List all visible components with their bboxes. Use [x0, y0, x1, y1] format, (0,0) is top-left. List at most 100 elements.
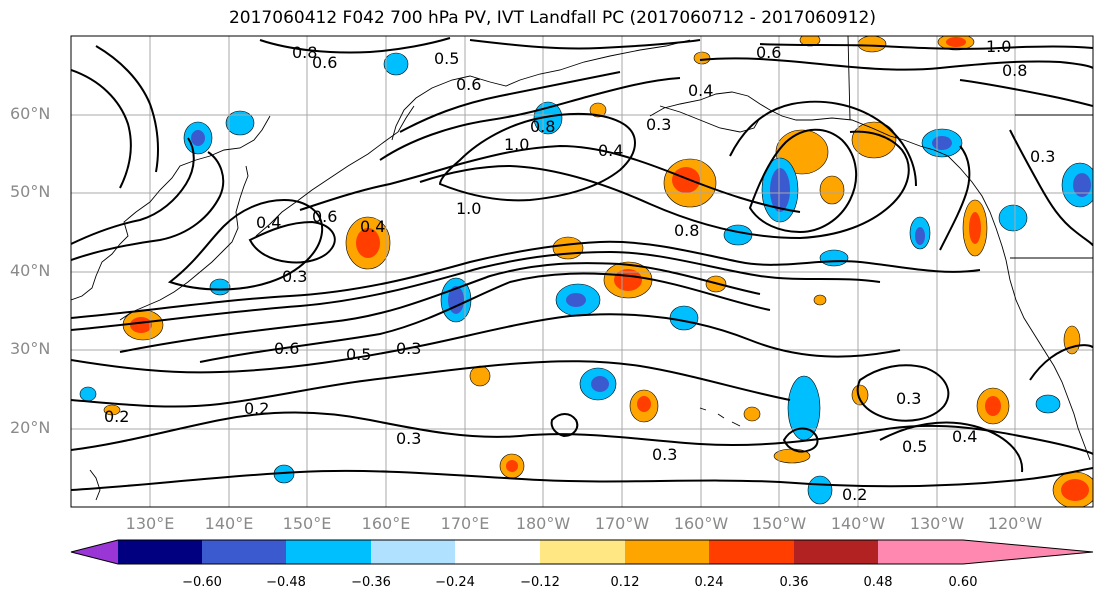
- contour-label: 0.4: [598, 141, 623, 160]
- contour-label: 0.4: [256, 213, 281, 232]
- contour-label: 1.0: [504, 135, 529, 154]
- colorbar-tick: 0.24: [694, 575, 724, 590]
- pv-contour: [248, 220, 336, 264]
- colorbar-tick: −0.60: [182, 575, 222, 590]
- lat-label-20n: 20°N: [10, 418, 51, 437]
- contour-label: 0.3: [896, 389, 921, 408]
- bering-coastline: [659, 105, 761, 133]
- colorbar-tick: 0.12: [610, 575, 640, 590]
- pv-contour: [71, 250, 881, 331]
- contour-label: 0.5: [346, 345, 371, 364]
- pv-contour: [95, 45, 159, 173]
- colorbar-tick: −0.12: [520, 575, 560, 590]
- lon-label-170w: 170°W: [594, 514, 650, 533]
- pv-contour: [419, 130, 910, 240]
- positive-anomaly: [589, 102, 607, 118]
- pv-contours: [71, 37, 1093, 491]
- negative-anomaly: [1035, 394, 1061, 414]
- pv-contour: [119, 262, 761, 353]
- lat-label-50n: 50°N: [10, 182, 51, 201]
- contour-label: 0.2: [244, 399, 269, 418]
- negative-anomaly: [998, 204, 1028, 232]
- negative-anomaly: [209, 278, 231, 296]
- contour-label-group: 0.8 0.6 0.5 0.6 0.4 0.3 1.0 0.8 0.6 1.0 …: [104, 37, 1055, 504]
- colorbar-segment: [794, 540, 878, 564]
- colorbar-tick: −0.24: [435, 575, 475, 590]
- contour-label: 0.6: [274, 339, 299, 358]
- colorbar-segment: [371, 540, 455, 564]
- kamchatka-chukotka-coastline: [391, 39, 691, 141]
- pv-contour: [469, 39, 701, 50]
- lat-label-40n: 40°N: [10, 261, 51, 280]
- negative-anomaly: [383, 52, 409, 76]
- pv-contour: [199, 272, 771, 363]
- contour-label: 0.6: [756, 43, 781, 62]
- contour-label: 0.3: [652, 445, 677, 464]
- asia-coastline: [71, 115, 271, 301]
- pv-contour: [71, 151, 225, 261]
- colorbar-outline: [70, 539, 1094, 565]
- negative-anomaly: [225, 110, 255, 136]
- positive-anomaly: [552, 236, 584, 260]
- colorbar-segment: [118, 540, 202, 564]
- positive-anomaly: [857, 36, 887, 53]
- positive-anomaly: [819, 175, 845, 205]
- pv-contour: [1029, 344, 1093, 381]
- contour-label: 0.3: [282, 267, 307, 286]
- colorbar-segment: [540, 540, 625, 564]
- positive-anomaly: [851, 384, 869, 406]
- pv-contour: [71, 467, 1093, 491]
- shaded-anomalies: [79, 36, 1093, 507]
- contour-label: 0.5: [434, 49, 459, 68]
- contour-label: 0.8: [292, 43, 317, 62]
- lon-label-130e: 130°E: [125, 514, 175, 533]
- pv-contour: [856, 364, 950, 422]
- pv-contour: [759, 43, 1093, 50]
- colorbar-segment: [878, 540, 963, 564]
- alaska-coastline: [649, 91, 1007, 261]
- lon-label-140w: 140°W: [830, 514, 886, 533]
- positive-anomaly: [813, 294, 827, 306]
- graticule: [71, 36, 1093, 507]
- pv-contour: [71, 411, 1093, 455]
- pv-contour: [550, 413, 579, 438]
- colorbar-tick: 0.48: [863, 575, 893, 590]
- contour-label: 0.6: [312, 207, 337, 226]
- lon-label-120w: 120°W: [987, 514, 1043, 533]
- colorbar-extend-max: [963, 540, 1093, 564]
- contour-label: 1.0: [456, 199, 481, 218]
- coastlines: [71, 36, 1093, 501]
- pv-contour: [379, 77, 681, 161]
- map-panel: 0.8 0.6 0.5 0.6 0.4 0.3 1.0 0.8 0.6 1.0 …: [71, 36, 1093, 507]
- pv-contour: [71, 69, 132, 189]
- pv-contour: [71, 313, 901, 374]
- contour-label: 0.6: [312, 53, 337, 72]
- lon-label-160w: 160°W: [673, 514, 729, 533]
- pv-contour: [438, 112, 636, 202]
- lat-label-30n: 30°N: [10, 339, 51, 358]
- positive-anomaly: [743, 406, 761, 422]
- contour-label: 0.6: [456, 75, 481, 94]
- positive-anomaly: [103, 404, 121, 416]
- contour-label: 0.8: [530, 117, 555, 136]
- lon-label-150w: 150°W: [751, 514, 807, 533]
- map-frame: [70, 35, 1094, 508]
- colorbar: [70, 539, 1094, 565]
- contour-label: 0.3: [396, 429, 421, 448]
- kuril-arc: [255, 105, 415, 237]
- contour-label: 1.0: [986, 37, 1011, 56]
- negative-anomaly: [807, 475, 833, 505]
- lon-label-160e: 160°E: [361, 514, 411, 533]
- contour-label: 0.4: [360, 217, 385, 236]
- negative-anomaly: [819, 249, 849, 267]
- contour-label: 0.4: [688, 81, 713, 100]
- colorbar-tick: 0.36: [779, 575, 809, 590]
- colorbar-segment: [625, 540, 709, 564]
- positive-anomaly: [799, 36, 821, 47]
- pv-contour: [71, 137, 195, 245]
- lon-label-180w: 180°W: [515, 514, 571, 533]
- colorbar-extend-min: [71, 540, 118, 564]
- pv-contour: [399, 71, 621, 133]
- colorbar-segment: [709, 540, 794, 564]
- colorbar-tick: −0.36: [351, 575, 391, 590]
